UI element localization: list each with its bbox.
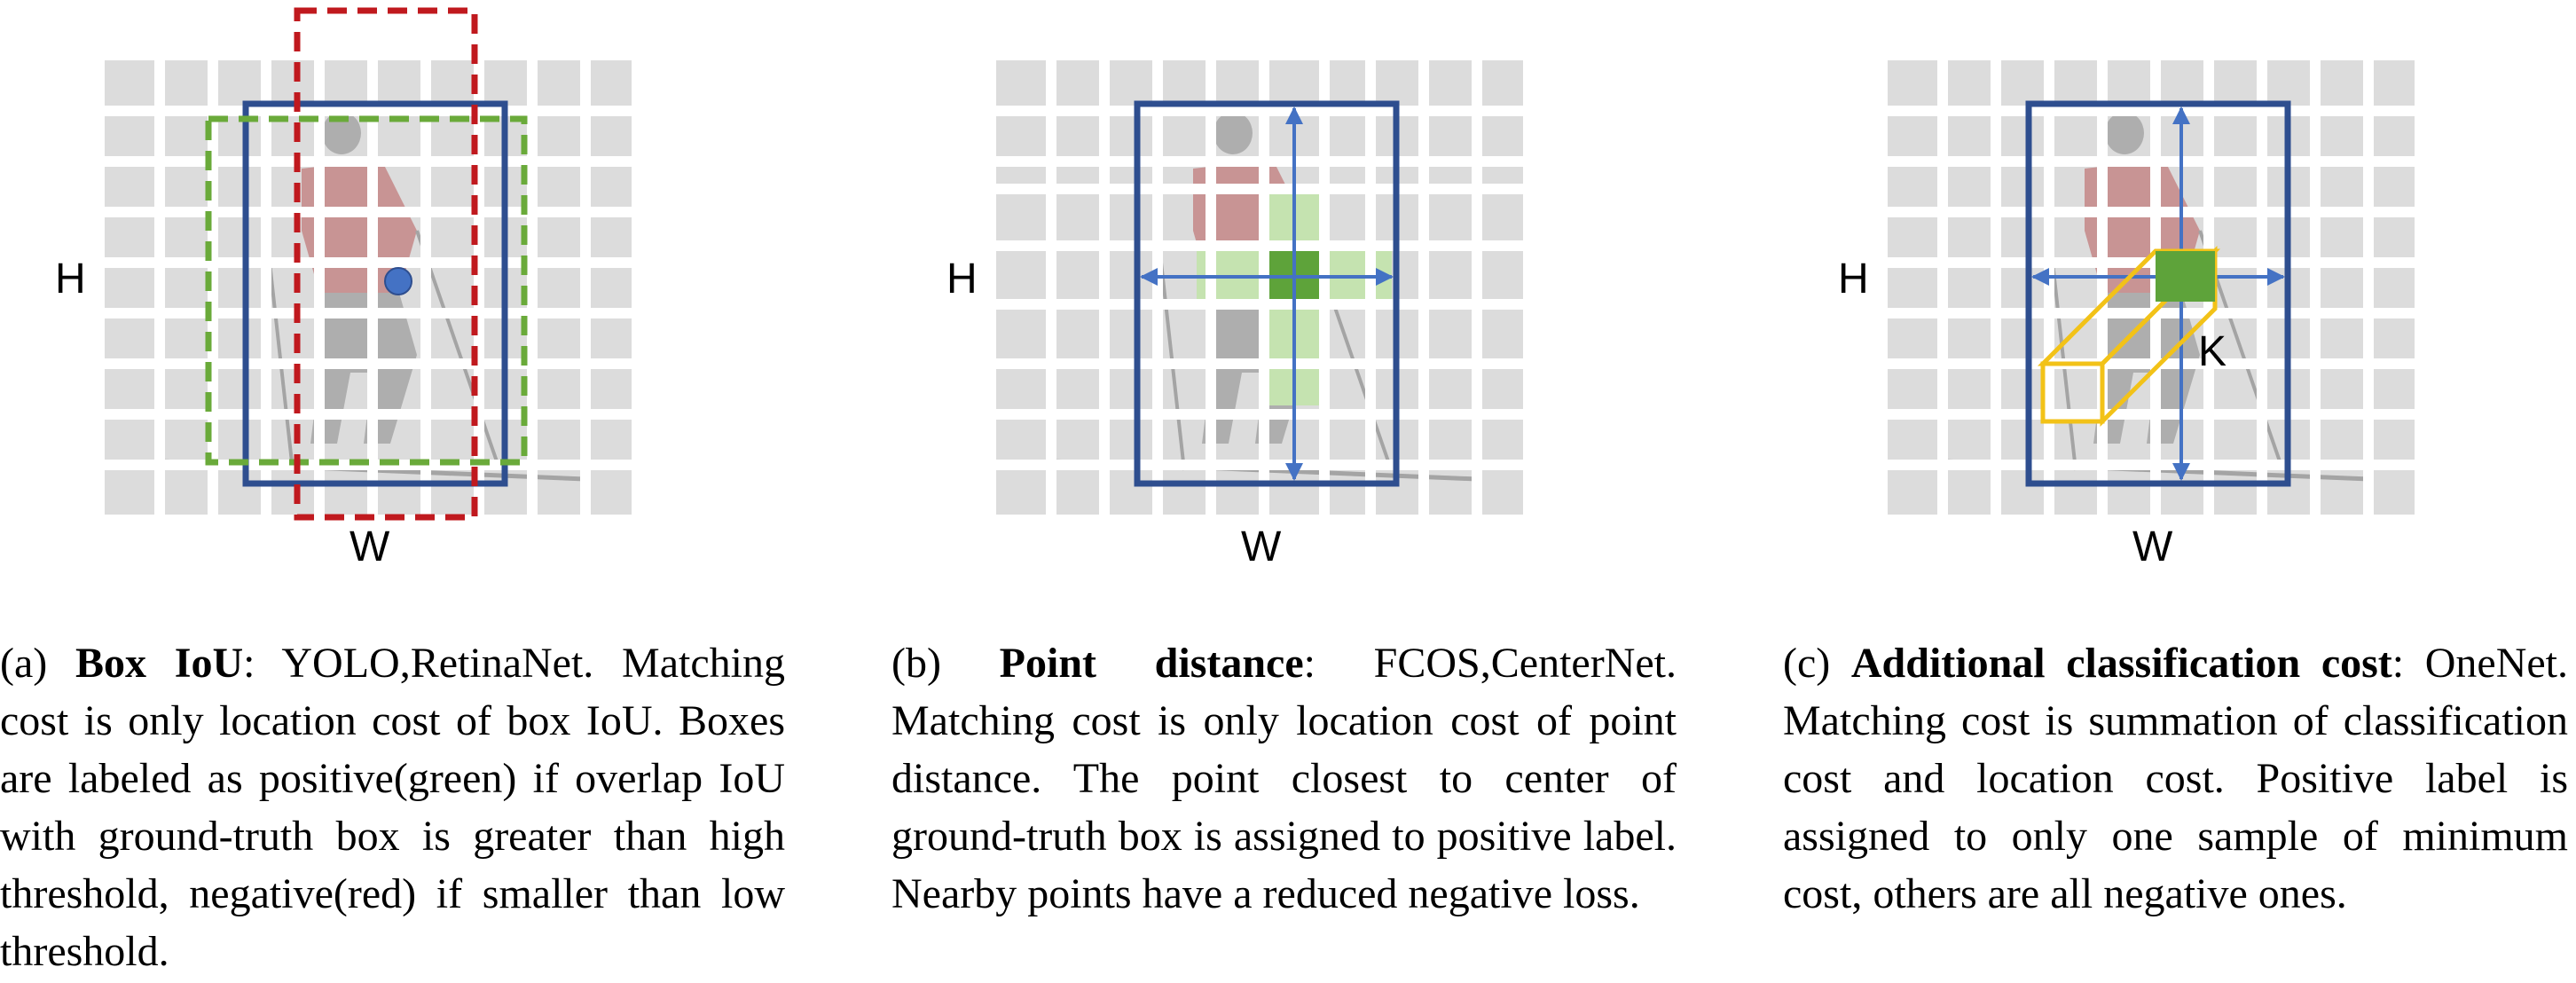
panel-c-image xyxy=(1888,60,2415,515)
panel-a: H W xyxy=(55,7,632,570)
caption-body: : OneNet. Matching cost is summation of … xyxy=(1783,640,2569,917)
caption-prefix: (b) xyxy=(891,640,1000,687)
panel-b-grid xyxy=(996,60,1523,515)
ground-truth-box xyxy=(2025,100,2291,487)
caption-title: Box IoU xyxy=(75,640,244,687)
k-label: K xyxy=(2198,328,2227,375)
panel-c-grid xyxy=(1888,60,2415,515)
caption-prefix: (a) xyxy=(0,640,76,687)
positive-box-green xyxy=(205,115,528,466)
panel-a-grid xyxy=(105,60,632,515)
panel-a-image xyxy=(105,60,632,515)
width-label: W xyxy=(349,523,390,570)
caption-body: : YOLO,RetinaNet. Match­ing cost is only… xyxy=(0,640,785,975)
center-point xyxy=(384,267,412,295)
negative-box-red xyxy=(294,7,478,521)
height-label: H xyxy=(55,256,86,303)
caption-b: (b) Point distance: FCOS,CenterNet. Matc… xyxy=(891,634,1677,923)
caption-body: : FCOS,CenterNet. Matching cost is only … xyxy=(891,640,1677,917)
caption-title: Point distance xyxy=(999,640,1304,687)
height-label: H xyxy=(946,256,978,303)
caption-prefix: (c) xyxy=(1783,640,1851,687)
width-label: W xyxy=(1241,523,1282,570)
ground-truth-box xyxy=(242,100,508,487)
panel-b: H W xyxy=(946,60,1523,570)
panel-c: H W K xyxy=(1838,60,2415,570)
caption-title: Additional classification cost xyxy=(1850,640,2392,687)
width-label: W xyxy=(2132,523,2173,570)
height-label: H xyxy=(1838,256,1869,303)
caption-c: (c) Additional classification cost: OneN… xyxy=(1783,634,2568,923)
ground-truth-box xyxy=(1134,100,1400,487)
caption-a: (a) Box IoU: YOLO,RetinaNet. Match­ing c… xyxy=(0,634,785,980)
panel-b-image xyxy=(996,60,1523,515)
positive-sample-cell xyxy=(2156,251,2215,302)
